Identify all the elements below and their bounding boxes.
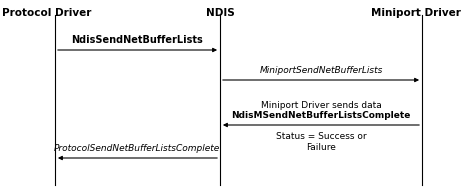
Text: Miniport Driver sends data: Miniport Driver sends data xyxy=(261,100,382,109)
Text: MiniportSendNetBufferLists: MiniportSendNetBufferLists xyxy=(259,66,383,75)
Text: Status = Success or
Failure: Status = Success or Failure xyxy=(275,132,366,152)
Text: ProtocolSendNetBufferListsComplete: ProtocolSendNetBufferListsComplete xyxy=(54,144,220,153)
Text: NDIS: NDIS xyxy=(206,8,234,18)
Text: NdisMSendNetBufferListsComplete: NdisMSendNetBufferListsComplete xyxy=(232,111,411,120)
Text: Miniport Driver: Miniport Driver xyxy=(371,8,461,18)
Text: Protocol Driver: Protocol Driver xyxy=(2,8,91,18)
Text: NdisSendNetBufferLists: NdisSendNetBufferLists xyxy=(71,35,203,45)
